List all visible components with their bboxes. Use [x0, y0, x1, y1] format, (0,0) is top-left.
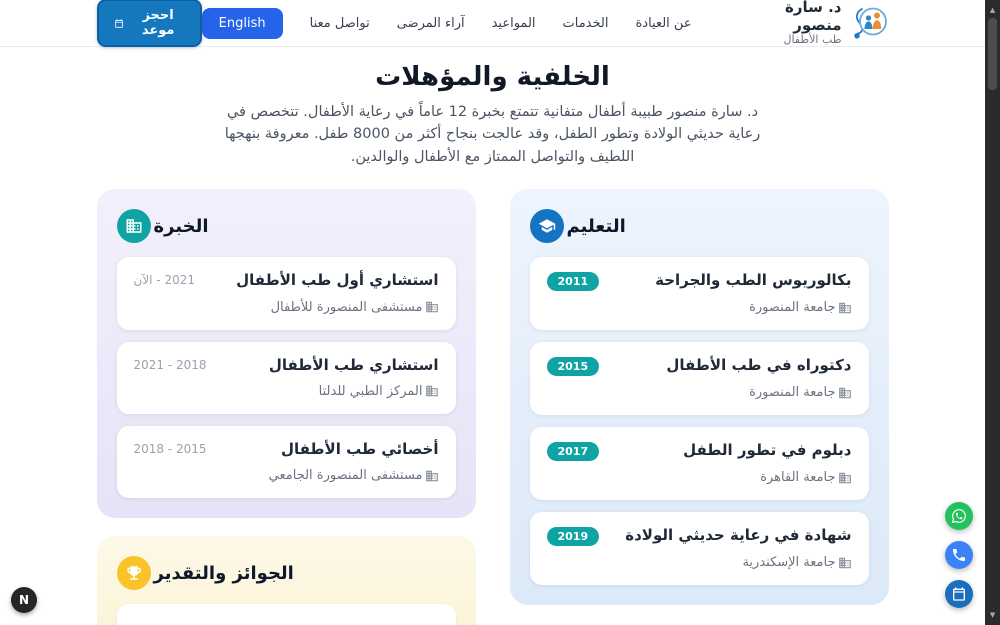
role-title: أخصائي طب الأطفال [280, 439, 439, 458]
trophy-icon [116, 556, 151, 591]
institution: جامعة الإسكندرية [742, 555, 836, 571]
brand-specialty: طب الأطفال [783, 32, 842, 46]
education-item: بكالوريوس الطب والجراحة 2011 جامعة المنص… [529, 257, 869, 331]
workplace: المركز الطبي للدلتا [318, 383, 423, 399]
period: 2015 - 2018 [133, 441, 207, 456]
institution: جامعة القاهرة [760, 470, 836, 486]
education-item: دكتوراه في طب الأطفال 2015 جامعة المنصور… [529, 342, 869, 416]
call-button[interactable] [945, 541, 973, 569]
institution: جامعة المنصورة [749, 385, 836, 401]
phone-icon [953, 549, 965, 561]
calendar-icon [114, 18, 123, 28]
page-title: الخلفية والمؤهلات [375, 62, 610, 92]
degree-title: شهادة في رعاية حديثي الولادة [625, 526, 852, 545]
education-item: دبلوم في تطور الطفل 2017 جامعة القاهرة [529, 427, 869, 501]
brand[interactable]: د. سارة منصور طب الأطفال [764, 0, 889, 47]
role-title: استشاري طب الأطفال [268, 355, 439, 374]
nav-link-appointments[interactable]: المواعيد [491, 15, 536, 31]
scrollbar-thumb[interactable] [988, 18, 997, 90]
nav-link-contact[interactable]: تواصل معنا [309, 15, 370, 31]
experience-title: الخبرة [153, 215, 209, 237]
year-badge: 2017 [546, 442, 600, 462]
awards-card: الجوائز والتقدير [96, 536, 476, 625]
nav-links: عن العيادة الخدمات المواعيد آراء المرضى … [201, 7, 692, 39]
award-item [116, 604, 456, 625]
building-icon [838, 557, 851, 569]
language-toggle-button[interactable]: English [201, 7, 283, 39]
building-icon [425, 301, 438, 313]
experience-item: استشاري طب الأطفال 2018 - 2021 المركز ال… [116, 341, 456, 414]
degree-title: دكتوراه في طب الأطفال [666, 356, 852, 375]
workplace: مستشفى المنصورة للأطفال [270, 299, 423, 315]
experience-card: الخبرة استشاري أول طب الأطفال 2021 - الآ… [96, 189, 476, 519]
year-badge: 2015 [546, 357, 600, 377]
brand-name: د. سارة منصور [785, 0, 842, 34]
whatsapp-button[interactable] [945, 502, 973, 530]
nav-link-reviews[interactable]: آراء المرضى [396, 15, 465, 31]
experience-item: استشاري أول طب الأطفال 2021 - الآن مستشف… [116, 257, 456, 330]
period: 2018 - 2021 [133, 357, 207, 372]
floating-contact-buttons [945, 502, 973, 608]
main-content: الخلفية والمؤهلات د. سارة منصور طبيبة أط… [0, 62, 985, 625]
book-appointment-label: احجز موعد [141, 8, 175, 38]
degree-title: بكالوريوس الطب والجراحة [655, 271, 852, 290]
building-icon [838, 387, 851, 399]
experience-item: أخصائي طب الأطفال 2015 - 2018 مستشفى الم… [116, 425, 456, 499]
clinic-logo-icon [849, 3, 889, 43]
booking-fab-button[interactable] [945, 580, 973, 608]
graduation-cap-icon [529, 209, 564, 244]
scroll-up-icon[interactable]: ▲ [989, 6, 996, 14]
left-column: الخبرة استشاري أول طب الأطفال 2021 - الآ… [96, 189, 476, 625]
education-card: التعليم بكالوريوس الطب والجراحة 2011 جام… [509, 189, 889, 606]
degree-title: دبلوم في تطور الطفل [683, 441, 852, 460]
period: 2021 - الآن [133, 273, 196, 288]
nav-link-services[interactable]: الخدمات [562, 15, 609, 31]
dev-tools-badge[interactable]: N [11, 587, 37, 613]
institution: جامعة المنصورة [749, 300, 836, 316]
scroll-down-icon[interactable]: ▼ [989, 611, 996, 619]
education-title: التعليم [566, 215, 626, 237]
calendar-icon [953, 587, 965, 601]
hospital-building-icon [116, 209, 151, 244]
building-icon [838, 472, 851, 484]
workplace: مستشفى المنصورة الجامعي [268, 468, 423, 484]
year-badge: 2011 [546, 272, 600, 292]
nav-link-about[interactable]: عن العيادة [635, 15, 692, 31]
year-badge: 2019 [546, 527, 600, 547]
intro-paragraph: د. سارة منصور طبيبة أطفال متفانية تتمتع … [224, 104, 761, 165]
role-title: استشاري أول طب الأطفال [236, 271, 439, 290]
whatsapp-icon [951, 509, 966, 524]
book-appointment-button[interactable]: احجز موعد [96, 0, 202, 47]
scrollbar[interactable]: ▲ ▼ [985, 0, 1000, 625]
building-icon [838, 302, 851, 314]
building-icon [425, 470, 438, 481]
building-icon [425, 386, 438, 397]
navbar: د. سارة منصور طب الأطفال عن العيادة الخد… [0, 0, 985, 47]
qualifications-grid: التعليم بكالوريوس الطب والجراحة 2011 جام… [96, 189, 889, 625]
education-item: شهادة في رعاية حديثي الولادة 2019 جامعة … [529, 512, 869, 586]
awards-title: الجوائز والتقدير [153, 562, 294, 584]
